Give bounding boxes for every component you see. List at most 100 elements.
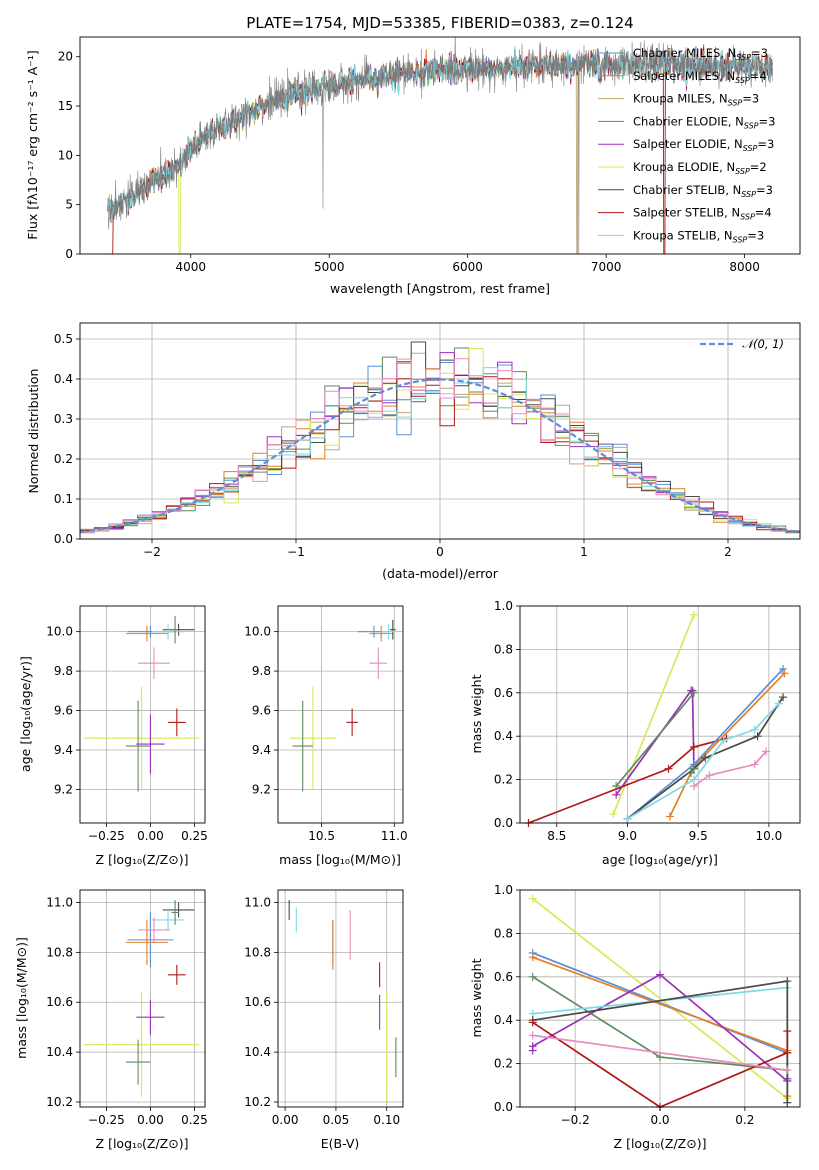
residual-legend: 𝒩(0, 1) — [700, 337, 784, 351]
legend-entry: Kroupa ELODIE, NSSP=2 — [633, 160, 767, 176]
errorbar-point-salpeter_elodie — [136, 999, 165, 1035]
x-tick-label: −2 — [143, 545, 161, 559]
x-tick-label: 10.5 — [308, 829, 335, 843]
legend-entry-label: Kroupa MILES, N — [633, 92, 728, 106]
legend-entry-sub: SSP — [728, 99, 743, 108]
x-tick-label: 0.25 — [181, 1113, 208, 1127]
legend-entry-value: =3 — [757, 137, 774, 151]
x-tick-label: 0.10 — [373, 1113, 400, 1127]
weight-series-extra_pink — [689, 747, 771, 791]
y-tick-label: 0.4 — [494, 729, 513, 743]
legend-entry: Salpeter ELODIE, NSSP=3 — [633, 137, 774, 153]
errorbar-point-salpeter_miles — [125, 919, 169, 965]
y-tick-label: 0.8 — [494, 642, 513, 656]
residual-panel: −2 −1 0 1 2 0.0 0.1 0.2 0.3 0.4 0.5 (data-model)/e… — [26, 322, 801, 581]
age-vs-z-frame — [79, 605, 206, 824]
y-tick-label: 20 — [58, 50, 73, 64]
residual-histograms — [80, 341, 800, 534]
legend-entry-label: Salpeter MILES, N — [633, 69, 735, 83]
y-tick-label: 10.2 — [244, 1095, 271, 1109]
weight-vs-age-panel: 8.5 9.0 9.5 10.0 0.0 0.2 0.4 0.6 0.8 1.0 age [log… — [469, 599, 801, 867]
errorbar-point-kroupa_elodie — [83, 686, 200, 790]
legend-entry-sub: SSP — [735, 76, 750, 85]
legend-entry-value: =4 — [755, 206, 772, 220]
weight-vs-age-ylabel: mass weight — [469, 674, 484, 753]
age-vs-z-xlabel: Z [log₁₀(Z/Z⊙)] — [96, 852, 189, 867]
mass-vs-z-xlabel: Z [log₁₀(Z/Z⊙)] — [96, 1136, 189, 1151]
weight-series-chabrier_elodie — [612, 688, 698, 791]
errorbar-point-chabrier_elodie — [125, 1039, 151, 1085]
legend-entry: Kroupa MILES, NSSP=3 — [633, 92, 759, 108]
y-tick-label: 9.4 — [252, 743, 271, 757]
errorbar-point-salpeter_stelib — [168, 708, 186, 737]
x-tick-label: −0.25 — [88, 829, 125, 843]
legend-entry-value: =3 — [759, 114, 776, 128]
legend-entry-sub: SSP — [733, 235, 748, 244]
residual-xlabel: (data-model)/error — [382, 566, 499, 581]
legend-entry-value: =3 — [742, 92, 759, 106]
legend-entry-value: =2 — [750, 160, 767, 174]
y-tick-label: 5 — [65, 198, 73, 212]
legend-entry: Salpeter MILES, NSSP=4 — [633, 69, 767, 85]
age-vs-z-ylabel: age [log₁₀(age/yr)] — [18, 656, 33, 772]
x-tick-label: 9.0 — [618, 829, 637, 843]
y-tick-label: 9.8 — [54, 664, 73, 678]
x-tick-label: 0.05 — [323, 1113, 350, 1127]
legend-entry: Chabrier STELIB, NSSP=3 — [633, 183, 773, 199]
y-tick-label: 11.0 — [244, 895, 271, 909]
normal-curve — [80, 378, 800, 534]
age-vs-mass-frame — [277, 605, 404, 824]
x-tick-label: 0.00 — [137, 1113, 164, 1127]
y-tick-label: 9.6 — [252, 704, 271, 718]
y-tick-label: 0.4 — [494, 1013, 513, 1027]
y-tick-label: 9.6 — [54, 704, 73, 718]
errorbar-point-extra_pink — [138, 647, 170, 679]
mass-vs-ebv-frame — [277, 889, 404, 1108]
errorbar-point-kroupa_elodie — [83, 992, 200, 1098]
y-tick-label: 11.0 — [46, 895, 73, 909]
legend-entry-label: Chabrier ELODIE, N — [633, 114, 744, 128]
legend-entry-label: Salpeter STELIB, N — [633, 206, 740, 220]
y-tick-label: 10.0 — [244, 625, 271, 639]
x-tick-label: 7000 — [591, 260, 622, 274]
legend-entry-label: Kroupa ELODIE, N — [633, 160, 735, 174]
y-tick-label: 15 — [58, 99, 73, 113]
legend-entry-label: Chabrier MILES, N — [633, 46, 736, 60]
errorbar-point-kroupa_elodie — [289, 686, 337, 790]
x-tick-label: −1 — [287, 545, 305, 559]
x-tick-label: 0.0 — [650, 1113, 669, 1127]
x-tick-label: −0.2 — [561, 1113, 590, 1127]
legend-entry: Chabrier MILES, NSSP=3 — [633, 46, 768, 62]
y-tick-label: 0.0 — [494, 1100, 513, 1114]
weight-vs-z-ylabel: mass weight — [469, 958, 484, 1037]
errorbar-point-chabrier_elodie — [171, 899, 179, 925]
y-tick-label: 10.4 — [46, 1045, 73, 1059]
x-tick-label: 0.2 — [735, 1113, 754, 1127]
legend-entry-label: Chabrier STELIB, N — [633, 183, 741, 197]
weight-vs-z-xlabel: Z [log₁₀(Z/Z⊙)] — [614, 1136, 707, 1151]
legend-entry-sub: SSP — [744, 121, 759, 130]
y-tick-label: 10.2 — [46, 1095, 73, 1109]
x-tick-label: 0.25 — [181, 829, 208, 843]
errorbar-point-salpeter_stelib — [168, 964, 186, 985]
histogram-salpeter_stelib — [80, 375, 800, 532]
residual-ylabel: Normed distribution — [26, 369, 41, 494]
y-tick-label: 9.8 — [252, 664, 271, 678]
legend-entry: Kroupa STELIB, NSSP=3 — [633, 228, 764, 244]
age-vs-mass-xlabel: mass [log₁₀(M/M⊙)] — [279, 852, 401, 867]
errorbar-point-chabrier_elodie — [292, 700, 313, 792]
weight-series-extra_pink — [528, 1031, 792, 1075]
x-tick-label: 0.00 — [137, 829, 164, 843]
y-tick-label: 0.2 — [494, 1057, 513, 1071]
legend-entry-value: =3 — [756, 183, 773, 197]
errorbar-point-chabrier_miles — [127, 912, 174, 968]
weight-vs-z-panel: −0.2 0.0 0.2 0.0 0.2 0.4 0.6 0.8 1.0 Z [log₁₀(Z/… — [469, 883, 801, 1151]
mass-vs-ebv-xlabel: E(B-V) — [321, 1136, 360, 1151]
errorbar-point-salpeter_stelib — [346, 708, 358, 737]
x-tick-label: 0.00 — [272, 1113, 299, 1127]
spectrum-frame — [79, 36, 801, 255]
x-tick-label: 5000 — [314, 260, 345, 274]
y-tick-label: 0.5 — [54, 332, 73, 346]
x-tick-label: 10.0 — [756, 829, 783, 843]
